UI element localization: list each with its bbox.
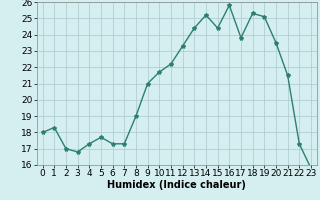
X-axis label: Humidex (Indice chaleur): Humidex (Indice chaleur) (108, 180, 246, 190)
